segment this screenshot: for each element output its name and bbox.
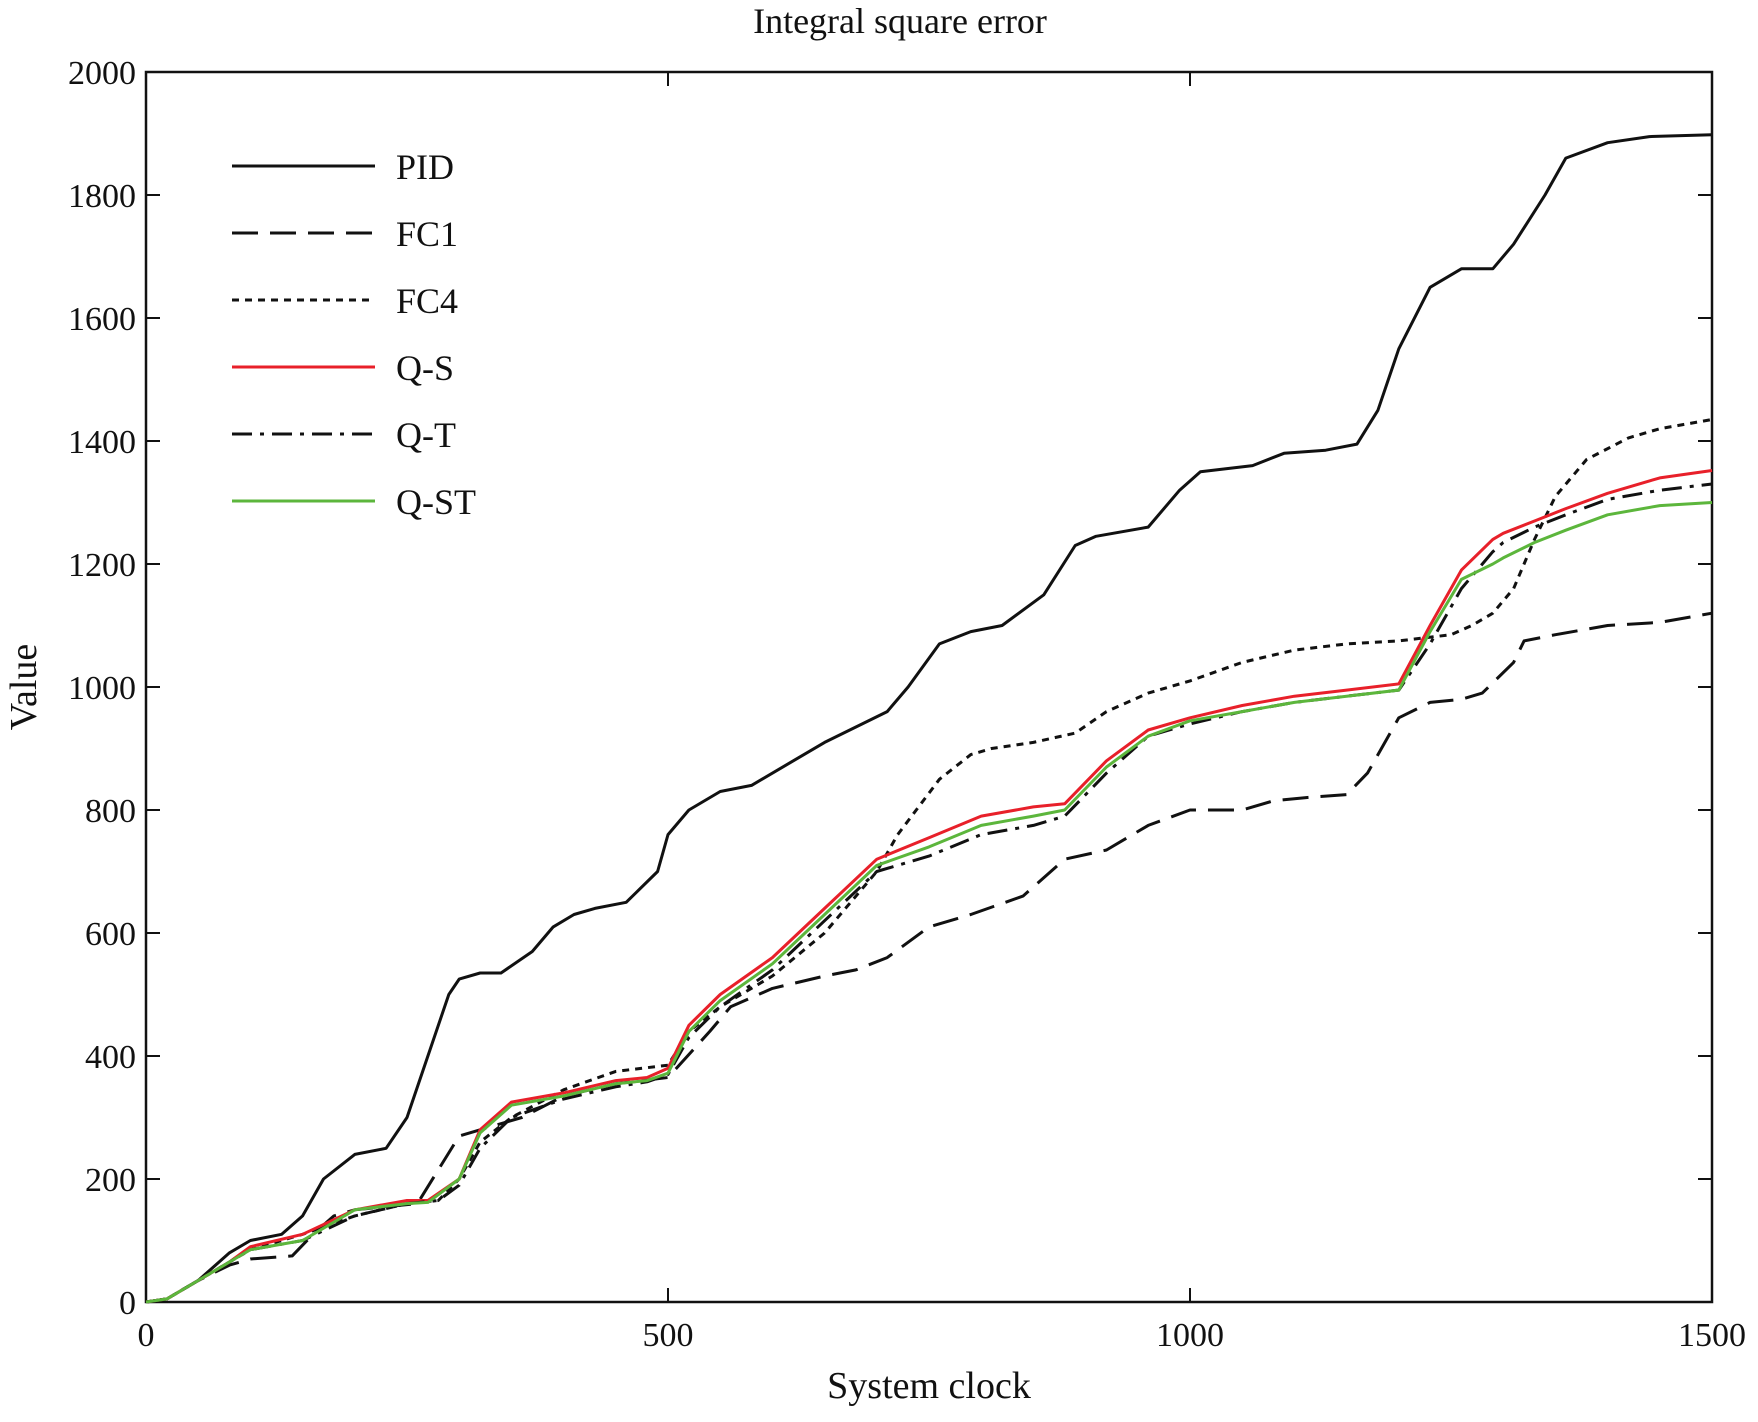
- y-tick-label: 1800: [68, 178, 136, 215]
- y-tick-label: 600: [85, 916, 136, 953]
- chart-title: Integral square error: [753, 1, 1047, 41]
- legend-label: Q-ST: [396, 482, 476, 522]
- x-tick-label: 0: [138, 1317, 155, 1354]
- y-tick-label: 2000: [68, 55, 136, 92]
- y-tick-label: 400: [85, 1039, 136, 1076]
- y-tick-label: 1400: [68, 424, 136, 461]
- y-tick-label: 800: [85, 793, 136, 830]
- legend-label: FC4: [396, 281, 458, 321]
- y-tick-label: 200: [85, 1162, 136, 1199]
- series-line-fc4: [146, 420, 1712, 1303]
- y-tick-label: 1000: [68, 670, 136, 707]
- x-tick-label: 1000: [1156, 1317, 1224, 1354]
- y-tick-label: 0: [119, 1285, 136, 1322]
- series-line-q-s: [146, 471, 1712, 1303]
- axis-ticks: 0 500 1000 1500 0 200 400 600 800 1000 1200 1400 160…: [68, 55, 1746, 1354]
- y-tick-label: 1200: [68, 547, 136, 584]
- plot-frame: [146, 72, 1712, 1302]
- series-line-q-t: [146, 484, 1712, 1302]
- x-tick-label: 500: [643, 1317, 694, 1354]
- legend-label: PID: [396, 147, 454, 187]
- legend-label: Q-S: [396, 348, 454, 388]
- legend-label: FC1: [396, 214, 458, 254]
- series-line-pid: [146, 135, 1712, 1302]
- legend: PID FC1 FC4 Q-S Q-T Q-ST: [232, 147, 476, 522]
- series-line-fc1: [146, 613, 1712, 1302]
- y-tick-label: 1600: [68, 301, 136, 338]
- x-tick-label: 1500: [1678, 1317, 1746, 1354]
- y-axis-label: Value: [3, 644, 45, 731]
- legend-label: Q-T: [396, 415, 456, 455]
- series-layer: [146, 135, 1712, 1302]
- x-axis-label: System clock: [827, 1365, 1031, 1407]
